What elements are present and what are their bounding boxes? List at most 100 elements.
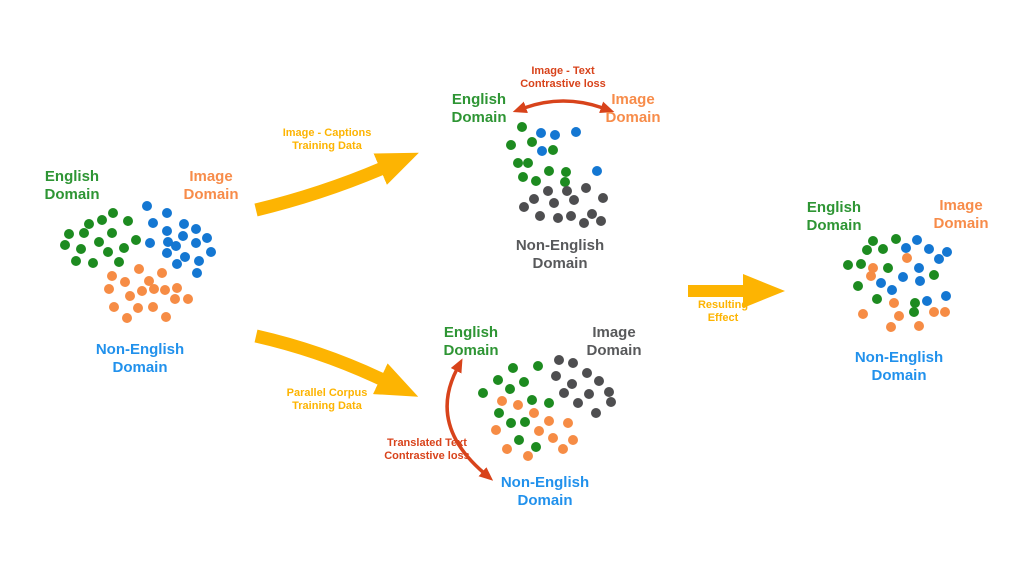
cluster-image-text-blue xyxy=(536,127,602,176)
embedding-dot xyxy=(548,433,558,443)
embedding-dot xyxy=(894,311,904,321)
image-captions-training-arrow xyxy=(254,152,419,217)
embedding-dot xyxy=(88,258,98,268)
embedding-dot xyxy=(478,388,488,398)
embedding-dot xyxy=(566,211,576,221)
embedding-dot xyxy=(523,451,533,461)
embedding-dot xyxy=(548,145,558,155)
embedding-dot xyxy=(529,408,539,418)
embedding-dot xyxy=(107,271,117,281)
embedding-dot xyxy=(535,211,545,221)
embedding-dot xyxy=(537,146,547,156)
embedding-dot xyxy=(109,302,119,312)
embedding-dot xyxy=(598,193,608,203)
embedding-dot xyxy=(131,235,141,245)
embedding-dot xyxy=(162,248,172,258)
cluster-parallel-orange xyxy=(491,396,578,461)
embedding-dot xyxy=(910,298,920,308)
embedding-dot xyxy=(523,158,533,168)
embedding-dot xyxy=(587,209,597,219)
embedding-dot xyxy=(568,358,578,368)
embedding-dot xyxy=(558,444,568,454)
embedding-dot xyxy=(84,219,94,229)
cluster-result-orange xyxy=(858,253,950,332)
embedding-dot xyxy=(142,201,152,211)
embedding-dot xyxy=(71,256,81,266)
embedding-dot xyxy=(192,268,202,278)
embedding-dot xyxy=(527,137,537,147)
embedding-dot xyxy=(125,291,135,301)
embedding-dot xyxy=(872,294,882,304)
embedding-dot xyxy=(145,238,155,248)
embedding-dot xyxy=(202,233,212,243)
embedding-dot xyxy=(591,408,601,418)
embedding-dot xyxy=(518,172,528,182)
embedding-dot xyxy=(520,417,530,427)
embedding-dot xyxy=(491,425,501,435)
embedding-dot xyxy=(531,442,541,452)
initial-non-english-domain-label: Non-English Domain xyxy=(95,341,185,377)
embedding-dot xyxy=(862,245,872,255)
parallel-corpus-training-data-label: Parallel Corpus Training Data xyxy=(286,387,368,413)
cluster-initial-green xyxy=(60,208,141,268)
embedding-dot xyxy=(157,268,167,278)
embedding-dot xyxy=(914,263,924,273)
embedding-dot xyxy=(868,263,878,273)
embedding-dot xyxy=(544,166,554,176)
embedding-dot xyxy=(866,271,876,281)
embedding-dot xyxy=(891,234,901,244)
embedding-dot xyxy=(941,291,951,301)
embedding-dot xyxy=(506,140,516,150)
embedding-dot xyxy=(934,254,944,264)
embedding-dot xyxy=(513,400,523,410)
embedding-dot xyxy=(529,194,539,204)
parallel-image-domain-label: Image Domain xyxy=(586,324,642,360)
embedding-dot xyxy=(560,177,570,187)
image-text-contrastive-loss-label: Image - Text Contrastive loss xyxy=(520,65,606,91)
embedding-dot xyxy=(171,241,181,251)
embedding-dot xyxy=(584,389,594,399)
embedding-dot xyxy=(533,361,543,371)
embedding-dot xyxy=(531,176,541,186)
image-text-image-domain-label: Image Domain xyxy=(605,91,661,127)
embedding-dot xyxy=(549,198,559,208)
parallel-english-domain-label: English Domain xyxy=(443,324,499,360)
embedding-dot xyxy=(592,166,602,176)
embedding-dot xyxy=(534,426,544,436)
embedding-dot xyxy=(206,247,216,257)
embedding-dot xyxy=(97,215,107,225)
cluster-parallel-green xyxy=(478,361,554,452)
embedding-dot xyxy=(883,263,893,273)
embedding-dot xyxy=(162,208,172,218)
embedding-dot xyxy=(596,216,606,226)
embedding-dot xyxy=(170,294,180,304)
image-text-english-domain-label: English Domain xyxy=(451,91,507,127)
embedding-dot xyxy=(506,418,516,428)
embedding-dot xyxy=(569,195,579,205)
embedding-dot xyxy=(104,284,114,294)
embedding-dot xyxy=(149,284,159,294)
embedding-dot xyxy=(887,285,897,295)
embedding-dot xyxy=(119,243,129,253)
embedding-dot xyxy=(180,252,190,262)
embedding-dot xyxy=(144,276,154,286)
embedding-dot xyxy=(924,244,934,254)
embedding-dot xyxy=(929,307,939,317)
embedding-dot xyxy=(853,281,863,291)
embedding-dot xyxy=(519,377,529,387)
embedding-dot xyxy=(194,256,204,266)
embedding-dot xyxy=(161,312,171,322)
embedding-dot xyxy=(162,226,172,236)
resulting-effect-label: Resulting Effect xyxy=(697,299,749,325)
embedding-dot xyxy=(544,416,554,426)
embedding-dot xyxy=(567,379,577,389)
embedding-dot xyxy=(878,244,888,254)
embedding-dot xyxy=(561,167,571,177)
embedding-dot xyxy=(179,219,189,229)
embedding-dot xyxy=(191,224,201,234)
embedding-dot xyxy=(79,228,89,238)
embedding-dot xyxy=(915,276,925,286)
embedding-dot xyxy=(914,321,924,331)
embedding-dot xyxy=(604,387,614,397)
embedding-dot xyxy=(543,186,553,196)
